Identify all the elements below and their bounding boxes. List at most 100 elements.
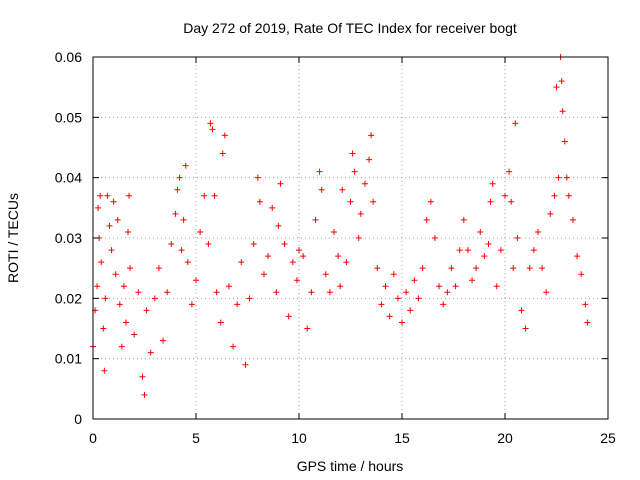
data-point bbox=[427, 198, 434, 205]
data-point bbox=[366, 156, 373, 163]
data-point bbox=[219, 150, 226, 157]
data-point bbox=[125, 228, 132, 235]
data-point bbox=[97, 192, 104, 199]
data-point bbox=[174, 186, 181, 193]
data-point bbox=[143, 307, 150, 314]
data-point bbox=[551, 192, 558, 199]
data-point bbox=[473, 265, 480, 272]
data-point bbox=[201, 192, 208, 199]
data-point bbox=[347, 198, 354, 205]
data-point bbox=[197, 228, 204, 235]
data-point bbox=[578, 271, 585, 278]
data-point bbox=[460, 216, 467, 223]
data-point bbox=[180, 216, 187, 223]
data-point bbox=[485, 241, 492, 248]
data-point bbox=[126, 192, 133, 199]
data-point bbox=[370, 198, 377, 205]
y-tick-label: 0.05 bbox=[55, 109, 82, 125]
data-point bbox=[322, 271, 329, 278]
data-point bbox=[547, 210, 554, 217]
data-point bbox=[510, 265, 517, 272]
data-point bbox=[530, 247, 537, 254]
data-point bbox=[378, 301, 385, 308]
data-point bbox=[164, 289, 171, 296]
data-point bbox=[448, 265, 455, 272]
y-tick-label: 0.06 bbox=[55, 49, 82, 65]
data-point bbox=[211, 192, 218, 199]
data-point bbox=[135, 289, 142, 296]
data-point bbox=[260, 271, 267, 278]
data-point bbox=[563, 174, 570, 181]
data-point bbox=[543, 289, 550, 296]
data-point bbox=[102, 295, 109, 302]
data-point bbox=[273, 289, 280, 296]
x-tick-label: 20 bbox=[497, 430, 513, 446]
data-point bbox=[250, 241, 257, 248]
x-tick-label: 10 bbox=[291, 430, 307, 446]
data-point bbox=[584, 319, 591, 326]
data-point bbox=[205, 241, 212, 248]
data-point bbox=[522, 325, 529, 332]
y-tick-label: 0 bbox=[74, 411, 82, 427]
data-points bbox=[90, 54, 591, 398]
data-point bbox=[101, 367, 108, 374]
x-axis-label: GPS time / hours bbox=[297, 458, 404, 474]
data-point bbox=[431, 235, 438, 241]
data-point bbox=[508, 198, 515, 205]
data-point bbox=[234, 301, 241, 308]
axis-ticks bbox=[92, 56, 609, 420]
data-point bbox=[351, 168, 358, 175]
data-point bbox=[308, 289, 315, 296]
data-point bbox=[318, 186, 325, 193]
data-point bbox=[555, 174, 562, 181]
data-point bbox=[110, 198, 117, 205]
data-point bbox=[390, 271, 397, 278]
data-point bbox=[312, 216, 319, 223]
data-point bbox=[95, 204, 102, 211]
data-point bbox=[275, 222, 282, 229]
data-point bbox=[407, 307, 414, 314]
data-point bbox=[304, 325, 311, 332]
data-point bbox=[289, 259, 296, 266]
data-point bbox=[230, 343, 237, 350]
data-point bbox=[127, 265, 134, 272]
data-point bbox=[374, 265, 381, 272]
data-point bbox=[574, 253, 581, 260]
y-tick-label: 0.04 bbox=[55, 170, 82, 186]
data-point bbox=[269, 204, 276, 211]
data-point bbox=[559, 108, 566, 115]
data-point bbox=[139, 373, 146, 380]
data-point bbox=[502, 192, 508, 199]
data-point bbox=[184, 259, 191, 266]
data-point bbox=[147, 349, 154, 356]
data-point bbox=[518, 307, 525, 314]
data-point bbox=[368, 132, 375, 139]
data-point bbox=[399, 319, 405, 326]
data-point bbox=[403, 289, 410, 296]
x-tick-labels: 0 5 10 15 20 25 bbox=[89, 430, 616, 446]
data-point bbox=[176, 174, 183, 181]
y-axis-label: ROTI / TECUs bbox=[5, 193, 21, 283]
data-point bbox=[238, 259, 245, 266]
data-point bbox=[436, 283, 443, 290]
data-point bbox=[355, 235, 362, 241]
data-point bbox=[512, 120, 519, 127]
data-point bbox=[526, 265, 533, 272]
data-point bbox=[188, 301, 195, 308]
data-point bbox=[506, 168, 513, 175]
data-point bbox=[331, 228, 338, 235]
data-point bbox=[168, 241, 175, 248]
y-tick-label: 0.01 bbox=[55, 351, 82, 367]
data-point bbox=[131, 331, 138, 338]
data-point bbox=[254, 174, 261, 181]
data-point bbox=[349, 150, 356, 157]
data-point bbox=[116, 301, 123, 308]
y-tick-label: 0.03 bbox=[55, 230, 82, 246]
x-tick-label: 15 bbox=[394, 430, 410, 446]
data-point bbox=[217, 319, 224, 326]
data-point bbox=[277, 180, 284, 187]
data-point bbox=[569, 216, 576, 223]
data-point bbox=[182, 162, 189, 169]
data-point bbox=[141, 391, 148, 398]
data-point bbox=[361, 180, 368, 187]
